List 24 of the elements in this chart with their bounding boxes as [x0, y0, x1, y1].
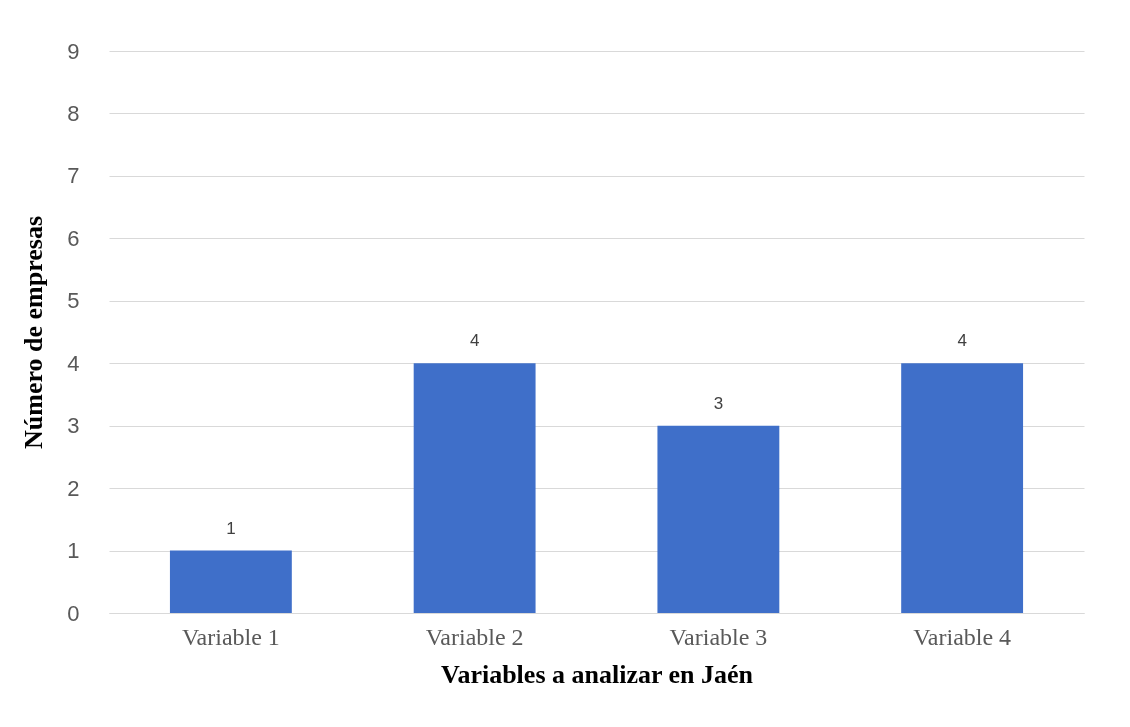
y-tick-label: 6 [67, 225, 80, 251]
x-axis-title: Variables a analizar en Jaén [440, 659, 754, 689]
x-tick-label: Variable 4 [913, 623, 1012, 650]
y-tick-label: 9 [67, 38, 80, 64]
data-label: 1 [226, 518, 236, 538]
bar [657, 425, 780, 613]
y-tick-label: 7 [67, 163, 80, 189]
x-tick-label: Variable 1 [181, 623, 280, 650]
y-tick-label: 0 [67, 600, 80, 626]
bar [413, 363, 536, 613]
y-tick-label: 5 [67, 288, 80, 314]
data-label: 4 [957, 331, 967, 351]
y-axis-title: Número de empresas [19, 215, 49, 450]
y-tick-label: 8 [67, 100, 80, 126]
data-label: 4 [469, 331, 480, 351]
bar [169, 550, 292, 613]
y-tick-label: 3 [67, 413, 80, 439]
x-tick-label: Variable 2 [425, 623, 524, 650]
bar [901, 363, 1024, 613]
y-tick-label: 2 [67, 475, 80, 501]
x-tick-label: Variable 3 [669, 623, 768, 650]
data-label: 3 [713, 393, 724, 413]
y-tick-label: 4 [67, 350, 80, 376]
y-tick-label: 1 [67, 538, 80, 564]
